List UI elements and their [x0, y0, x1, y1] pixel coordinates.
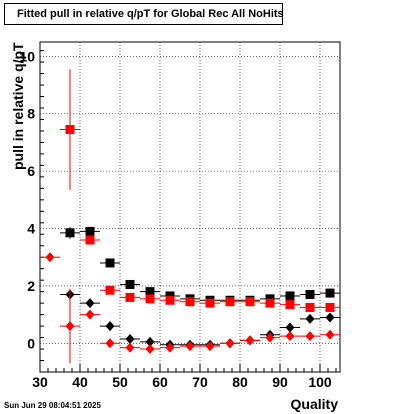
square-marker — [265, 298, 275, 308]
diamond-marker — [125, 334, 135, 344]
timestamp: Sun Jun 29 08:04:51 2025 — [4, 401, 101, 410]
x-tick-label: 90 — [272, 374, 288, 390]
diamond-marker — [145, 336, 155, 347]
diamond-marker — [265, 332, 275, 343]
square-marker — [85, 226, 95, 236]
x-tick-label: 60 — [152, 374, 168, 390]
y-tick-label: 0 — [27, 335, 35, 351]
square-marker — [225, 297, 235, 307]
plot-frame — [39, 41, 341, 373]
square-marker — [125, 292, 135, 302]
x-tick-label: 30 — [32, 374, 48, 390]
square-marker — [105, 258, 115, 268]
diamond-marker — [305, 313, 315, 324]
square-marker — [165, 295, 175, 305]
y-tick-label: 4 — [27, 221, 35, 237]
square-marker — [85, 235, 95, 245]
y-tick-label: 8 — [27, 106, 35, 122]
y-tick-label: 2 — [27, 278, 35, 294]
diamond-marker — [325, 312, 335, 323]
square-marker — [305, 302, 315, 312]
square-marker — [145, 294, 155, 304]
square-marker — [325, 288, 335, 298]
square-marker — [125, 279, 135, 289]
diamond-marker — [105, 338, 115, 349]
square-marker — [325, 302, 335, 312]
diamond-marker — [205, 341, 215, 352]
x-tick-label: 70 — [192, 374, 208, 390]
square-marker — [65, 228, 75, 238]
square-marker — [185, 297, 195, 307]
square-marker — [205, 298, 215, 308]
square-marker — [145, 287, 155, 297]
diamond-marker — [185, 341, 195, 352]
square-marker — [285, 291, 295, 301]
diamond-marker — [305, 331, 315, 342]
diamond-marker — [85, 298, 95, 309]
square-marker — [65, 125, 75, 135]
chart-title: Fitted pull in relative q/pT for Global … — [4, 3, 284, 25]
diamond-marker — [105, 321, 115, 332]
diamond-marker — [245, 335, 255, 346]
diamond-marker — [325, 329, 335, 340]
diamond-marker — [65, 321, 75, 332]
square-marker — [305, 290, 315, 300]
y-tick-label: 6 — [27, 163, 35, 179]
square-marker — [285, 300, 295, 310]
x-tick-label: 100 — [308, 374, 332, 390]
diamond-marker — [225, 338, 235, 349]
x-axis-label: Quality — [290, 396, 338, 412]
diamond-marker — [285, 322, 295, 333]
diamond-marker — [285, 331, 295, 342]
x-tick-label: 40 — [72, 374, 88, 390]
diamond-marker — [165, 342, 175, 353]
x-tick-label: 50 — [112, 374, 128, 390]
diamond-marker — [45, 252, 55, 263]
diamond-marker — [125, 342, 135, 353]
square-marker — [245, 297, 255, 307]
y-tick-label: 10 — [19, 48, 35, 64]
diamond-marker — [145, 344, 155, 355]
square-marker — [105, 285, 115, 295]
x-tick-label: 80 — [232, 374, 248, 390]
diamond-marker — [85, 309, 95, 320]
